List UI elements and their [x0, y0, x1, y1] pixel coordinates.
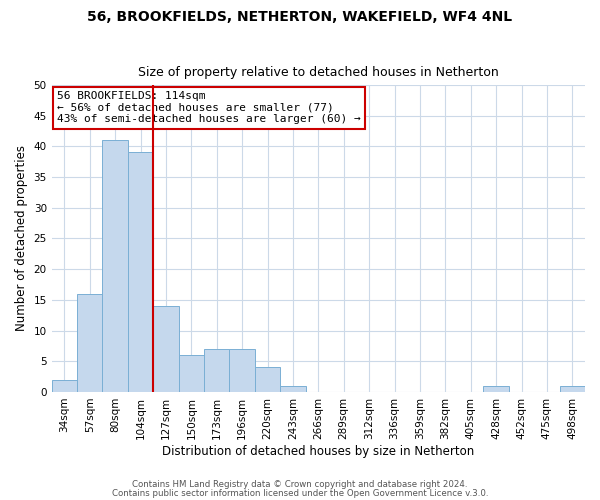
- Bar: [255, 368, 280, 392]
- Bar: [52, 380, 77, 392]
- Text: Contains HM Land Registry data © Crown copyright and database right 2024.: Contains HM Land Registry data © Crown c…: [132, 480, 468, 489]
- Text: Contains public sector information licensed under the Open Government Licence v.: Contains public sector information licen…: [112, 488, 488, 498]
- Text: 56, BROOKFIELDS, NETHERTON, WAKEFIELD, WF4 4NL: 56, BROOKFIELDS, NETHERTON, WAKEFIELD, W…: [88, 10, 512, 24]
- Bar: [77, 294, 103, 392]
- Title: Size of property relative to detached houses in Netherton: Size of property relative to detached ho…: [138, 66, 499, 80]
- Y-axis label: Number of detached properties: Number of detached properties: [15, 146, 28, 332]
- Bar: [280, 386, 305, 392]
- Bar: [179, 355, 204, 392]
- X-axis label: Distribution of detached houses by size in Netherton: Distribution of detached houses by size …: [162, 444, 475, 458]
- Bar: [560, 386, 585, 392]
- Bar: [229, 349, 255, 392]
- Bar: [153, 306, 179, 392]
- Bar: [204, 349, 229, 392]
- Bar: [103, 140, 128, 392]
- Bar: [128, 152, 153, 392]
- Bar: [484, 386, 509, 392]
- Text: 56 BROOKFIELDS: 114sqm
← 56% of detached houses are smaller (77)
43% of semi-det: 56 BROOKFIELDS: 114sqm ← 56% of detached…: [57, 91, 361, 124]
